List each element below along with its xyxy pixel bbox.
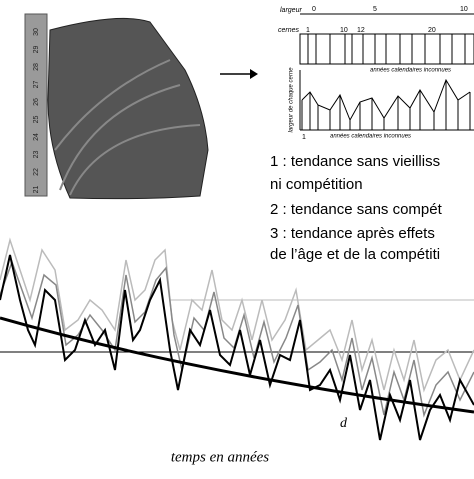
- ruler-label: 21: [33, 186, 40, 194]
- legend-line: ni compétition: [270, 176, 363, 193]
- unknown-years: années calendaires inconnues: [330, 134, 411, 140]
- legend-line: 3 : tendance après effets: [270, 225, 435, 242]
- series-light: [0, 237, 474, 393]
- ring-tick: 12: [357, 27, 365, 34]
- ruler-label: 28: [33, 63, 40, 71]
- width-tick: 10: [460, 6, 468, 13]
- ruler-label: 26: [33, 98, 40, 106]
- curve-label: d: [340, 416, 348, 431]
- ring-tick: 10: [340, 27, 348, 34]
- ruler-label: 23: [33, 151, 40, 159]
- tree-rings: [54, 59, 201, 196]
- ruler-label: 24: [33, 133, 40, 141]
- diagram-y-label: largeur de chaque cerne: [289, 67, 295, 133]
- diagram-bars: [301, 80, 471, 130]
- trend-curve: [0, 316, 474, 414]
- ruler-labels: 30 29 28 27 26 25 24 23 22 21: [33, 28, 40, 193]
- width-tick: 0: [312, 6, 316, 13]
- diagram-line: [301, 78, 471, 122]
- arrow-head: [250, 69, 258, 79]
- legend-line: 2 : tendance sans compét: [270, 201, 443, 218]
- legend-line: 1 : tendance sans vieilliss: [270, 153, 440, 170]
- ring-strip: [299, 33, 474, 65]
- width-label: largeur: [280, 7, 302, 14]
- x-axis-label: temps en années: [171, 449, 269, 465]
- tree-section: [47, 17, 209, 200]
- ruler: [24, 13, 48, 197]
- unknown-years: années calendaires inconnues: [370, 68, 451, 74]
- series-black: [0, 254, 474, 441]
- ring-tick: 20: [428, 27, 436, 34]
- ruler-label: 25: [33, 116, 40, 124]
- ruler-label: 30: [33, 28, 40, 36]
- ring-tick: 1: [306, 27, 310, 34]
- ruler-label: 27: [33, 81, 40, 89]
- bottom-tick: 1: [302, 134, 306, 141]
- rings-label: cernes: [278, 27, 300, 34]
- width-tick: 5: [373, 6, 377, 13]
- legend-line: de l’âge et de la compétiti: [270, 246, 440, 263]
- ruler-label: 22: [33, 168, 40, 176]
- ruler-label: 29: [33, 46, 40, 54]
- ring-lines: [307, 34, 466, 64]
